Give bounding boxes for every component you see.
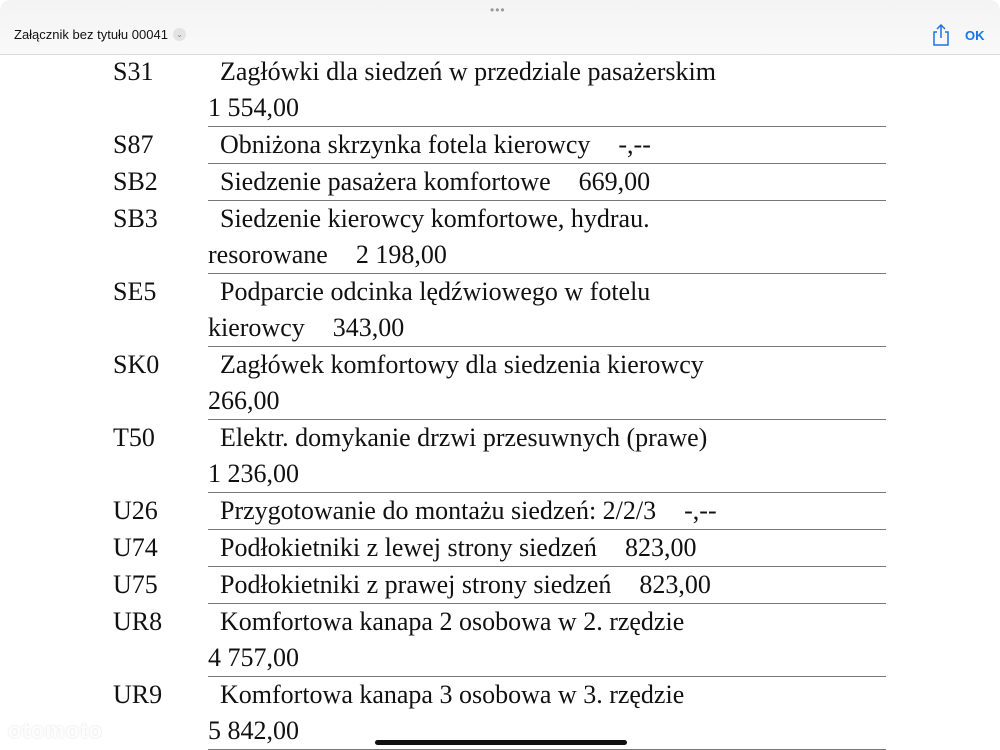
option-price: -,-- — [684, 496, 717, 525]
option-description: Podłokietniki z lewej strony siedzeń — [220, 533, 597, 562]
option-description: Komfortowa kanapa 3 osobowa w 3. rzędzie — [220, 680, 685, 709]
option-line: U26 Przygotowanie do montażu siedzeń: 2/2… — [113, 493, 886, 529]
option-line: 1 554,00 — [208, 90, 886, 126]
option-line: UR9 Komfortowa kanapa 3 osobowa w 3. rzęd… — [113, 677, 886, 713]
ok-button[interactable]: OK — [965, 28, 985, 43]
option-price: 343,00 — [332, 313, 405, 342]
option-row: SK0 Zagłówek komfortowy dla siedzenia kie… — [113, 347, 886, 420]
more-dots-icon[interactable]: ••• — [490, 3, 506, 17]
option-description: Przygotowanie do montażu siedzeń: 2/2/3 — [220, 496, 657, 525]
option-code: T50 — [113, 423, 155, 452]
option-row: T50 Elektr. domykanie drzwi przesuwnych (… — [113, 420, 886, 493]
home-indicator[interactable] — [375, 740, 627, 745]
option-price: 823,00 — [639, 570, 711, 599]
option-code: UR8 — [113, 607, 163, 636]
option-line: S31 Zagłówki dla siedzeń w przedziale pas… — [113, 54, 886, 90]
option-description: Obniżona skrzynka fotela kierowcy — [220, 130, 591, 159]
option-price: 5 842,00 — [208, 716, 299, 745]
option-line: U75 Podłokietniki z prawej strony siedzeń… — [113, 567, 886, 603]
option-line: 1 236,00 — [208, 456, 886, 492]
option-line: U74 Podłokietniki z lewej strony siedzeń 8… — [113, 530, 886, 566]
option-code: SK0 — [113, 350, 160, 379]
top-toolbar: ••• Załącznik bez tytułu 00041 ⌄ OK — [0, 0, 1000, 55]
option-description: Zagłówki dla siedzeń w przedziale pasaże… — [220, 57, 716, 86]
option-code: SB3 — [113, 204, 158, 233]
option-code: S31 — [113, 57, 154, 86]
option-row: SE5 Podparcie odcinka lędźwiowego w fotel… — [113, 274, 886, 347]
option-row: U74 Podłokietniki z lewej strony siedzeń 8… — [113, 530, 886, 567]
option-row: UR8 Komfortowa kanapa 2 osobowa w 2. rzęd… — [113, 604, 886, 677]
option-line: resorowane 2 198,00 — [208, 237, 886, 273]
option-price: 823,00 — [624, 533, 697, 562]
option-row: UR9 Komfortowa kanapa 3 osobowa w 3. rzęd… — [113, 677, 886, 750]
option-line: 5 842,00 — [208, 713, 886, 749]
option-description: Komfortowa kanapa 2 osobowa w 2. rzędzie — [220, 607, 685, 636]
option-price: 1 554,00 — [208, 93, 299, 122]
option-description: Elektr. domykanie drzwi przesuwnych (pra… — [220, 423, 708, 452]
option-code: UR9 — [113, 680, 163, 709]
option-row: U75 Podłokietniki z prawej strony siedzeń… — [113, 567, 886, 604]
option-price: 1 236,00 — [208, 459, 299, 488]
option-row: U26 Przygotowanie do montażu siedzeń: 2/2… — [113, 493, 886, 530]
option-line: S87 Obniżona skrzynka fotela kierowcy -,-- — [113, 127, 886, 163]
option-line: 266,00 — [208, 383, 886, 419]
option-line: SB3 Siedzenie kierowcy komfortowe, hydrau… — [113, 201, 886, 237]
option-line: SK0 Zagłówek komfortowy dla siedzenia kie… — [113, 347, 886, 383]
option-code: SB2 — [113, 167, 158, 196]
option-code: U75 — [113, 570, 158, 599]
option-line: 4 757,00 — [208, 640, 886, 676]
option-row: SB3 Siedzenie kierowcy komfortowe, hydrau… — [113, 201, 886, 274]
option-description: kierowcy — [208, 313, 305, 342]
chevron-down-icon[interactable]: ⌄ — [172, 28, 186, 41]
option-price: 669,00 — [578, 167, 651, 196]
watermark-logo: otomoto — [8, 718, 103, 743]
share-icon[interactable] — [932, 24, 950, 46]
option-code: SE5 — [113, 277, 157, 306]
option-price: 2 198,00 — [355, 240, 447, 269]
option-price: 4 757,00 — [208, 643, 299, 672]
option-line: kierowcy 343,00 — [208, 310, 886, 346]
option-code: U26 — [113, 496, 158, 525]
option-row: SB2 Siedzenie pasażera komfortowe 669,00 — [113, 164, 886, 201]
option-description: Siedzenie kierowcy komfortowe, hydrau. — [220, 204, 650, 233]
document-title: Załącznik bez tytułu 00041 — [14, 27, 168, 42]
option-description: Zagłówek komfortowy dla siedzenia kierow… — [220, 350, 704, 379]
option-line: UR8 Komfortowa kanapa 2 osobowa w 2. rzęd… — [113, 604, 886, 640]
option-line: SE5 Podparcie odcinka lędźwiowego w fotel… — [113, 274, 886, 310]
option-price: -,-- — [618, 130, 651, 159]
option-line: T50 Elektr. domykanie drzwi przesuwnych (… — [113, 420, 886, 456]
option-code: U74 — [113, 533, 158, 562]
option-description: resorowane — [208, 240, 328, 269]
option-description: Podłokietniki z prawej strony siedzeń — [220, 570, 612, 599]
document-content: S31 Zagłówki dla siedzeń w przedziale pas… — [0, 54, 1000, 750]
option-row: S31 Zagłówki dla siedzeń w przedziale pas… — [113, 54, 886, 127]
option-row: S87 Obniżona skrzynka fotela kierowcy -,-- — [113, 127, 886, 164]
option-description: Siedzenie pasażera komfortowe — [220, 167, 551, 196]
option-price: 266,00 — [208, 386, 280, 415]
option-code: S87 — [113, 130, 154, 159]
document-title-menu[interactable]: Załącznik bez tytułu 00041 ⌄ — [14, 27, 186, 42]
option-description: Podparcie odcinka lędźwiowego w fotelu — [220, 277, 651, 306]
option-line: SB2 Siedzenie pasażera komfortowe 669,00 — [113, 164, 886, 200]
